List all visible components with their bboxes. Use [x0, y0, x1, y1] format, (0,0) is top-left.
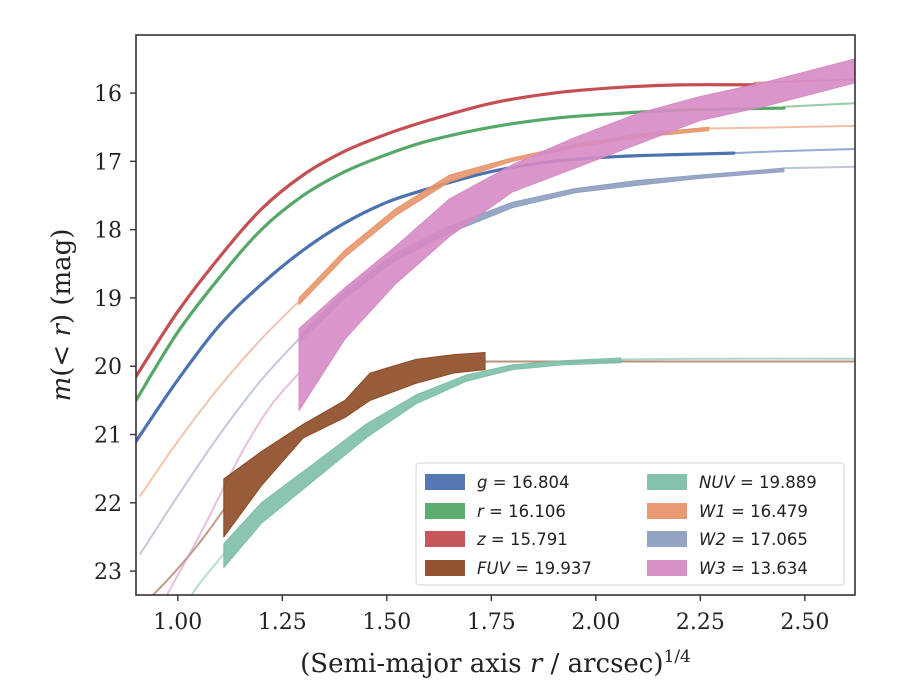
x-tick-label: 1.00 — [153, 610, 202, 635]
legend-swatch-fuv — [425, 560, 465, 576]
legend-item-nuv: NUV = 19.889 — [647, 473, 817, 492]
legend-label-w3: W3 = 13.634 — [699, 559, 808, 578]
legend-item-r: r = 16.106 — [425, 502, 566, 521]
legend-swatch-r — [425, 503, 465, 519]
legend-label-g: g = 16.804 — [477, 473, 570, 492]
x-axis-label: (Semi-major axis r / arcsec)1/4 — [300, 647, 691, 679]
x-tick-label: 1.75 — [467, 610, 516, 635]
legend-label-r: r = 16.106 — [477, 502, 566, 521]
y-tick-label: 21 — [94, 424, 122, 449]
axis-ticks: 1.00 1.25 1.50 1.75 2.00 2.25 2.50 16 17 18 19 20 21… — [94, 82, 829, 635]
legend-swatch-w2 — [647, 531, 687, 547]
z-curve-line — [136, 83, 757, 379]
legend-label-w2: W2 = 17.065 — [699, 530, 808, 549]
legend-entries: g = 16.804 r = 16.106 z = 15.791 FUV = 19.9… — [425, 473, 817, 578]
w1-curve-band — [298, 126, 710, 306]
legend-swatch-z — [425, 531, 465, 547]
y-tick-label: 17 — [94, 150, 122, 175]
y-tick-label: 20 — [94, 355, 122, 380]
legend-item-w3: W3 = 13.634 — [647, 559, 808, 578]
legend-swatch-w3 — [647, 560, 687, 576]
y-tick-label: 19 — [94, 287, 122, 312]
legend-item-fuv: FUV = 19.937 — [425, 559, 592, 578]
w1-inner-profile-line — [139, 300, 301, 497]
legend-swatch-g — [425, 474, 465, 490]
legend-label-fuv: FUV = 19.937 — [477, 559, 592, 578]
x-tick-label: 2.50 — [780, 610, 829, 635]
legend-item-g: g = 16.804 — [425, 473, 570, 492]
legend: g = 16.804 r = 16.106 z = 15.791 FUV = 19.9… — [415, 462, 845, 586]
nuv-inner-profile-line — [190, 553, 225, 595]
r-outer-profile-line — [782, 102, 855, 108]
y-tick-label: 23 — [94, 560, 122, 585]
y-tick-label: 18 — [94, 219, 122, 244]
y-tick-label: 22 — [94, 492, 122, 517]
fuv-curve-band — [223, 352, 486, 538]
y-tick-label: 16 — [94, 82, 122, 107]
fuv-inner-profile-line — [151, 508, 225, 595]
w1-outer-profile-line — [707, 124, 855, 130]
legend-item-w1: W1 = 16.479 — [647, 502, 808, 521]
x-tick-label: 2.00 — [571, 610, 620, 635]
legend-label-w1: W1 = 16.479 — [699, 502, 808, 521]
y-axis-label: m(< r) (mag) — [47, 229, 77, 402]
w2-outer-profile-line — [782, 165, 855, 170]
x-tick-label: 1.50 — [362, 610, 411, 635]
legend-item-w2: W2 = 17.065 — [647, 530, 808, 549]
x-tick-label: 1.25 — [258, 610, 307, 635]
legend-label-nuv: NUV = 19.889 — [699, 473, 817, 492]
w3-inner-profile-line — [165, 372, 301, 595]
g-curve-line — [136, 151, 736, 443]
nuv-curve-band — [223, 357, 622, 569]
legend-label-z: z = 15.791 — [476, 530, 568, 549]
x-tick-label: 2.25 — [676, 610, 725, 635]
legend-item-z: z = 15.791 — [425, 530, 568, 549]
w2-inner-profile-line — [139, 337, 301, 556]
legend-swatch-nuv — [647, 474, 687, 490]
legend-box — [415, 462, 845, 586]
g-outer-profile-line — [732, 148, 855, 155]
w2-curve-band — [298, 167, 785, 343]
plot-area — [136, 58, 855, 595]
w3-curve-band — [298, 58, 855, 412]
nuv-outer-profile-line — [619, 357, 855, 361]
legend-swatch-w1 — [647, 503, 687, 519]
plot-frame — [135, 34, 856, 596]
r-curve-line — [136, 106, 786, 402]
